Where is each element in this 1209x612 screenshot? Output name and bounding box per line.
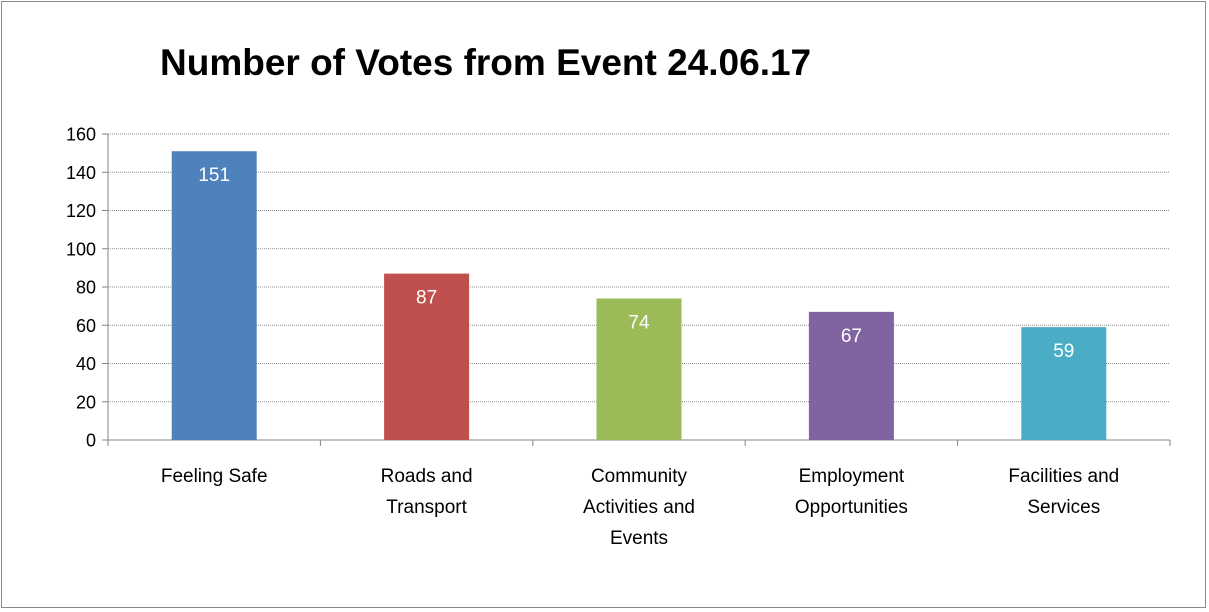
data-label: 67: [841, 326, 862, 347]
y-tick-labels: 0 20 40 60 80 100 120 140 160: [66, 125, 96, 451]
y-tick-label: 160: [66, 125, 96, 145]
x-tick-label-line: Events: [610, 528, 668, 549]
data-label: 151: [198, 165, 230, 186]
y-tick-label: 40: [76, 354, 96, 374]
y-tick-label: 140: [66, 163, 96, 183]
y-tick-label: 20: [76, 392, 96, 412]
x-tick-label-line: Feeling Safe: [161, 466, 268, 487]
x-tick-label-line: Community: [591, 466, 688, 487]
bar: [596, 298, 682, 440]
data-labels: 151 87 74 67 59: [198, 165, 1074, 362]
x-tick-label: Feeling Safe: [161, 466, 268, 487]
y-tick-label: 0: [86, 431, 96, 451]
data-label: 59: [1053, 341, 1074, 362]
bars: [171, 151, 1107, 440]
bar: [808, 311, 894, 440]
bar: [384, 273, 470, 440]
x-tick-label: Roads and Transport: [381, 466, 473, 518]
x-tick-label-line: Activities and: [583, 497, 695, 518]
x-tick-label-line: Employment: [799, 466, 905, 487]
x-tick-label-line: Transport: [386, 497, 467, 518]
y-tick-label: 100: [66, 239, 96, 259]
x-tick-label: Community Activities and Events: [583, 466, 695, 549]
chart-title: Number of Votes from Event 24.06.17: [160, 42, 812, 83]
x-tick-label-line: Opportunities: [795, 497, 908, 518]
y-tick-label: 120: [66, 201, 96, 221]
x-tick-label: Facilities and Services: [1008, 466, 1119, 518]
x-tick-label-line: Services: [1027, 497, 1100, 518]
y-tick-label: 80: [76, 278, 96, 298]
data-label: 74: [628, 312, 650, 333]
x-tick-labels: Feeling Safe Roads and Transport Community A…: [161, 466, 1119, 549]
data-label: 87: [416, 288, 437, 309]
bar: [171, 151, 257, 440]
x-tick-label: Employment Opportunities: [795, 466, 908, 518]
x-tick-label-line: Facilities and: [1008, 466, 1119, 487]
x-tick-label-line: Roads and: [381, 466, 473, 487]
y-tick-label: 60: [76, 316, 96, 336]
bar: [1021, 327, 1107, 440]
